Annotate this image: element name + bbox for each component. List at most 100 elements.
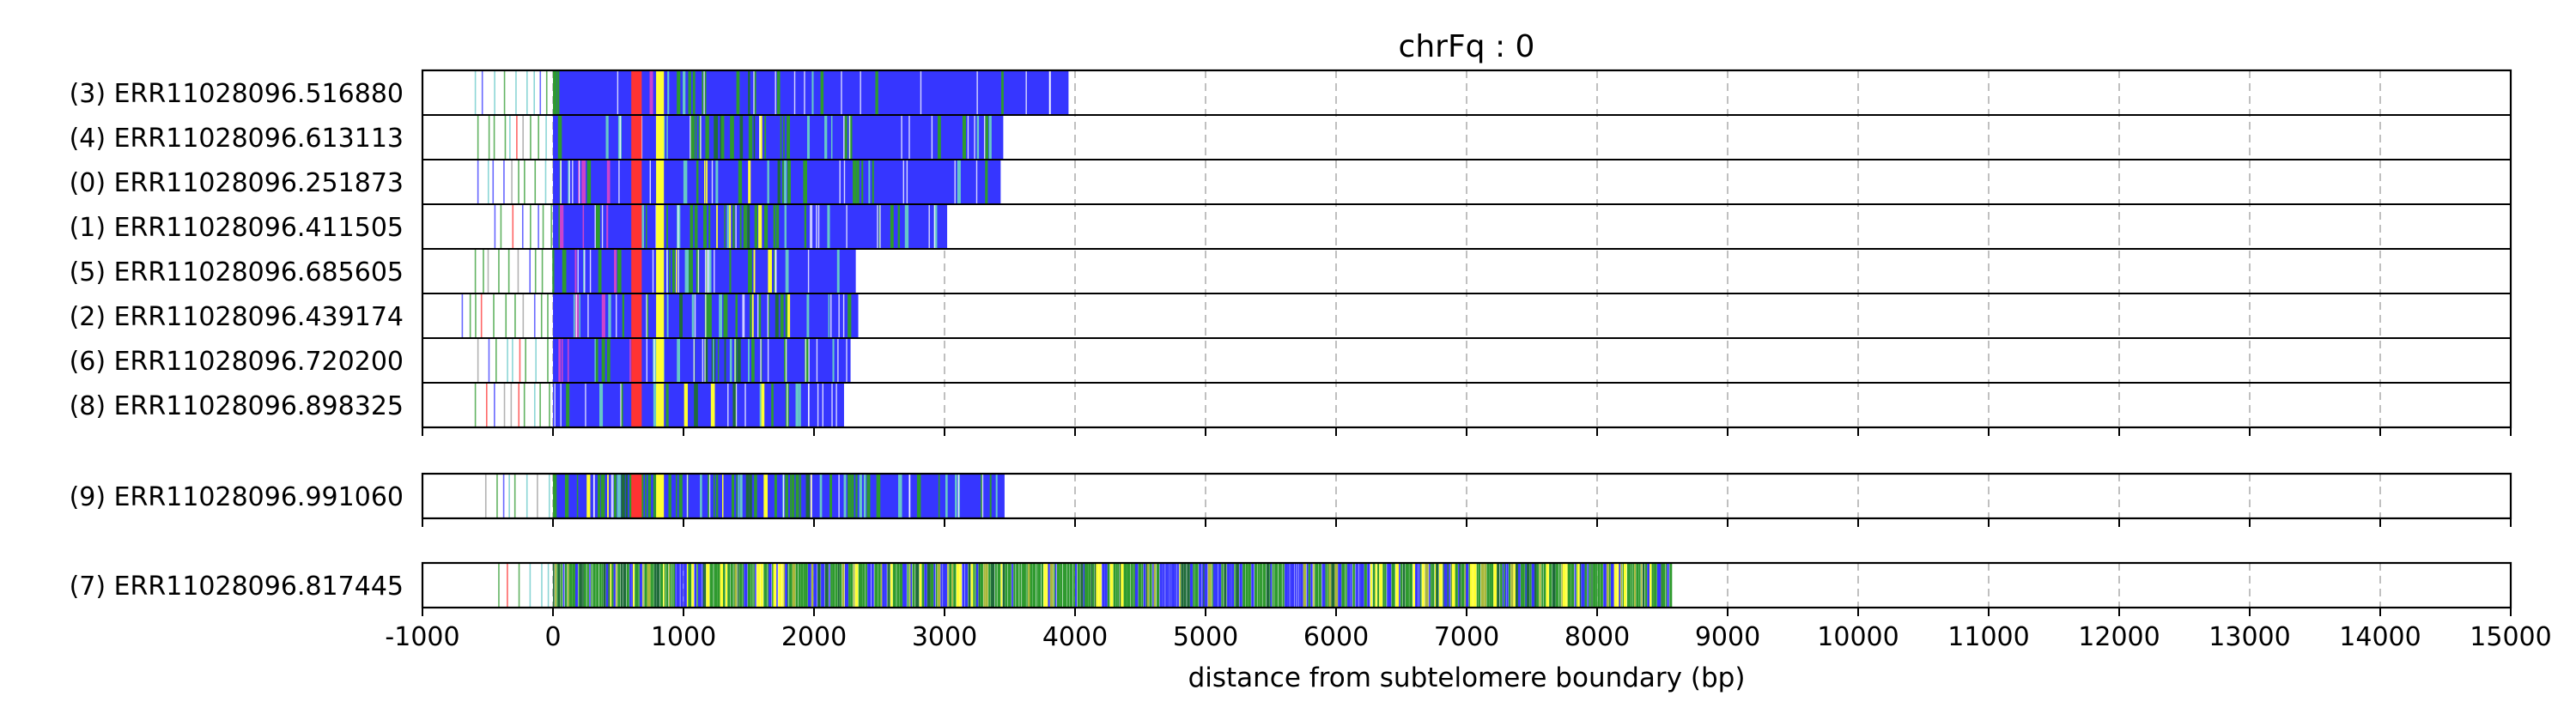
read-mark: [487, 160, 489, 203]
read-mark: [541, 564, 543, 607]
read-segment: [1449, 563, 1450, 608]
read-gap: [727, 383, 729, 427]
read-segment: [805, 474, 810, 518]
read-segment: [1163, 563, 1165, 608]
read-segment: [1636, 563, 1639, 608]
read-segment: [573, 293, 575, 338]
read-segment: [750, 563, 753, 608]
read-segment: [1062, 563, 1067, 608]
read-segment: [1561, 563, 1563, 608]
read-mark: [518, 160, 519, 203]
read-segment: [784, 338, 787, 383]
read-segment: [1563, 563, 1566, 608]
read-segment: [723, 293, 728, 338]
read-segment: [1049, 563, 1054, 608]
read-mark: [547, 294, 549, 337]
read-segment: [688, 70, 691, 115]
read-segment: [1484, 563, 1486, 608]
read-segment: [1310, 563, 1313, 608]
read-segment: [1327, 563, 1329, 608]
read-segment: [1214, 563, 1218, 608]
read-segment: [1623, 563, 1627, 608]
read-mark: [538, 205, 539, 248]
read-segment: [566, 383, 570, 427]
read-gap: [694, 293, 696, 338]
read-segment: [1631, 563, 1633, 608]
read-segment: [1255, 563, 1257, 608]
read-segment: [656, 249, 665, 293]
read-segment: [560, 204, 564, 249]
read-label: (0) ERR11028096.251873: [70, 168, 404, 198]
read-segment: [841, 563, 845, 608]
read-segment: [1558, 563, 1561, 608]
read-segment: [737, 563, 739, 608]
read-mark: [481, 71, 483, 114]
read-segment: [1665, 563, 1668, 608]
read-segment: [811, 70, 814, 115]
read-mark: [494, 71, 495, 114]
read-segment: [1391, 563, 1395, 608]
read-segment: [1358, 563, 1361, 608]
read-gap: [677, 204, 679, 249]
read-gap: [808, 338, 810, 383]
read-segment: [656, 563, 660, 608]
read-segment: [806, 115, 811, 160]
read-segment: [783, 115, 785, 160]
read-mark: [539, 71, 542, 114]
read-segment: [896, 563, 900, 608]
read-segment: [744, 563, 748, 608]
read-segment: [1207, 563, 1212, 608]
x-tick-label: 8000: [1564, 622, 1630, 652]
read-gap: [817, 204, 820, 249]
read-segment: [723, 563, 726, 608]
read-segment: [768, 249, 772, 293]
read-segment: [1028, 563, 1030, 608]
read-segment: [927, 563, 931, 608]
read-segment: [1141, 563, 1144, 608]
read-gap: [831, 383, 833, 427]
read-segment: [562, 249, 567, 293]
read-segment: [832, 338, 835, 383]
read-segment: [820, 70, 824, 115]
read-gap: [735, 204, 737, 249]
read-segment: [835, 563, 838, 608]
read-segment: [868, 160, 871, 204]
read-segment: [837, 563, 840, 608]
read-segment: [983, 563, 986, 608]
read-segment: [1239, 563, 1242, 608]
read-segment: [704, 160, 706, 204]
read-segment: [935, 563, 938, 608]
read-segment: [776, 204, 780, 249]
read-mark: [461, 294, 464, 337]
read-segment: [753, 563, 755, 608]
read-segment: [1113, 563, 1116, 608]
read-segment: [717, 338, 720, 383]
read-segment: [687, 563, 689, 608]
read-segment: [1450, 563, 1453, 608]
read-segments: [477, 115, 1004, 160]
read-mark: [535, 339, 537, 382]
read-mark: [475, 294, 477, 337]
read-segment: [806, 293, 810, 338]
read-segment: [1480, 563, 1485, 608]
read-segment: [703, 204, 708, 249]
read-segment: [1072, 563, 1075, 608]
read-gap: [782, 474, 785, 518]
read-segment: [799, 474, 802, 518]
read-segment: [1245, 563, 1249, 608]
read-segment: [1083, 563, 1085, 608]
read-segment: [795, 383, 799, 427]
read-gap: [954, 160, 956, 204]
read-segment: [608, 563, 611, 608]
read-segment: [1350, 563, 1352, 608]
read-gap: [708, 249, 710, 293]
read-segment: [697, 563, 702, 608]
read-segment: [1094, 563, 1097, 608]
read-gap: [981, 474, 984, 518]
read-segment: [811, 563, 814, 608]
read-segment: [937, 563, 941, 608]
read-segment: [940, 563, 943, 608]
read-label: (1) ERR11028096.411505: [70, 213, 404, 243]
read-gap: [920, 70, 922, 115]
read-gap: [908, 474, 910, 518]
